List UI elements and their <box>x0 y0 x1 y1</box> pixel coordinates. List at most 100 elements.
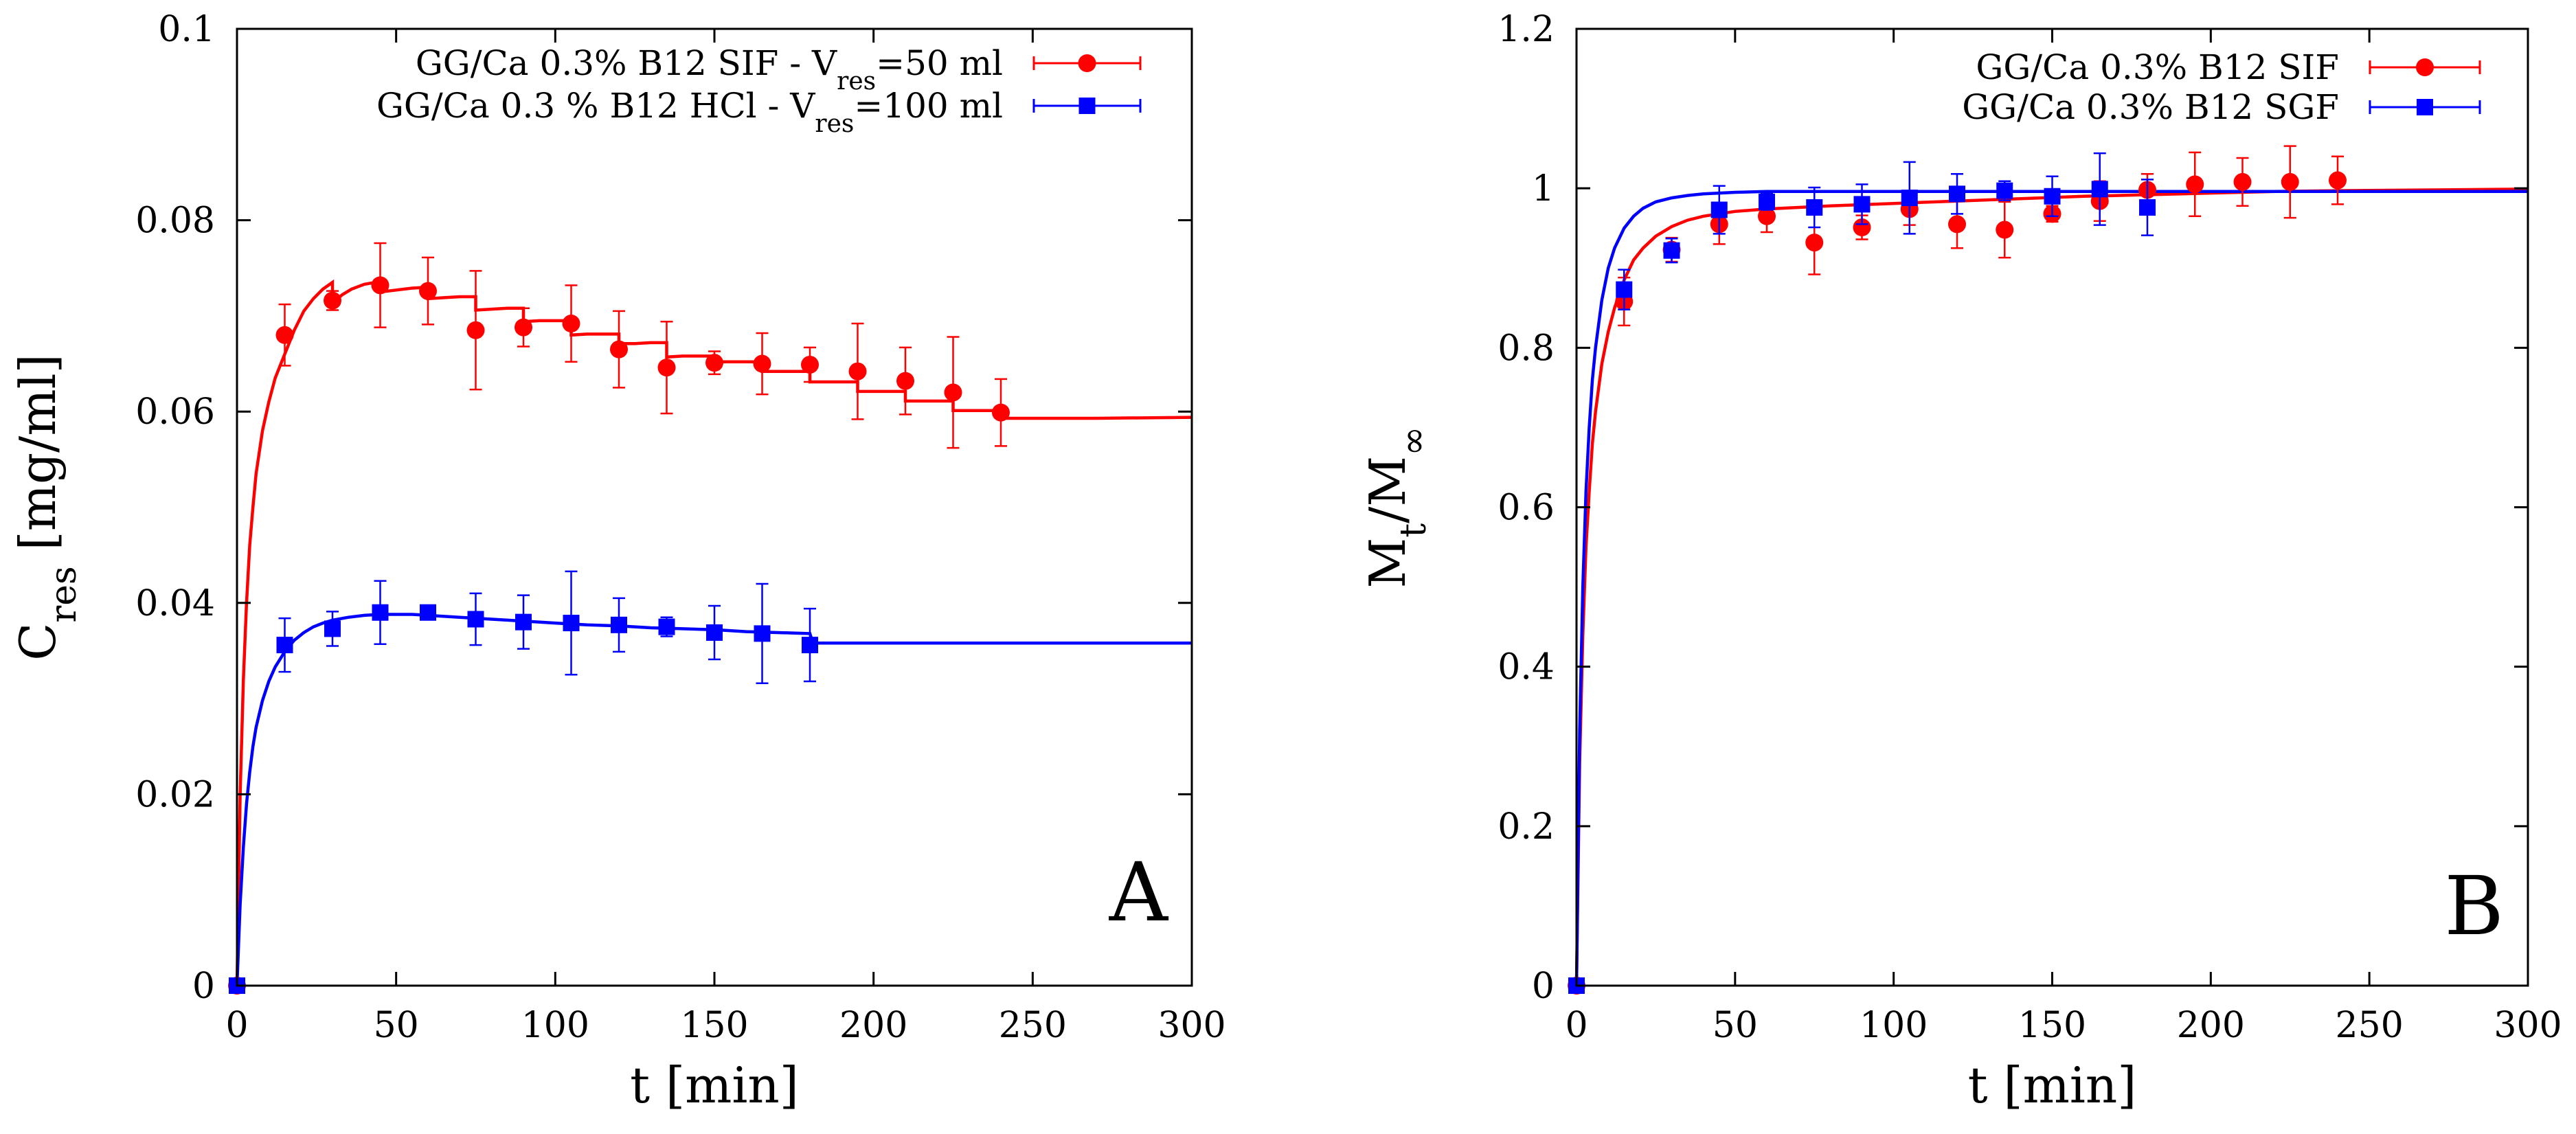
y-tick-label: 0.06 <box>135 392 215 433</box>
fit-line <box>235 279 1193 986</box>
data-series-b <box>1568 145 2347 995</box>
data-point <box>801 355 819 374</box>
y-axis-title-a: Cres [mg/ml] <box>9 354 84 660</box>
x-tick-label: 100 <box>521 1005 589 1046</box>
data-point <box>562 315 580 333</box>
fit-line <box>1574 190 2528 986</box>
legend-text: GG/Ca 0.3% B12 SIF - V <box>416 43 837 83</box>
x-tick-label: 200 <box>2177 1005 2245 1046</box>
x-tick-label: 50 <box>1713 1005 1758 1046</box>
chart-panel-b: 0 50 100 150 200 250 300 0 0.2 0.4 0.6 0.8 1 1.2 t [… <box>1359 9 2562 1114</box>
legend-label: GG/Ca 0.3% B12 SIF - Vres=50 ml <box>416 43 1003 95</box>
data-point <box>705 354 723 372</box>
x-tick-label: 50 <box>374 1005 419 1046</box>
y-tick-label: 0.2 <box>1498 806 1555 848</box>
data-point <box>1853 218 1871 237</box>
data-point <box>753 354 771 373</box>
data-point <box>2139 199 2156 216</box>
x-ticks-a: 0 50 100 150 200 250 300 <box>225 29 1226 1046</box>
data-point <box>896 372 914 390</box>
data-point <box>802 637 818 654</box>
data-point <box>2281 172 2299 191</box>
y-tick-label: 0 <box>1532 966 1555 1007</box>
panel-label-b: B <box>2444 859 2504 953</box>
data-point <box>275 326 294 344</box>
x-tick-label: 250 <box>999 1005 1067 1046</box>
x-tick-label: 300 <box>1157 1005 1225 1046</box>
data-point <box>657 359 676 377</box>
y-tick-label: 0.08 <box>135 201 215 242</box>
data-point <box>276 637 293 654</box>
fit-curves-b <box>1574 188 2529 986</box>
fit-line <box>1574 188 2529 986</box>
x-tick-label: 150 <box>2018 1005 2086 1046</box>
x-tick-label: 150 <box>680 1005 748 1046</box>
x-tick-label: 250 <box>2336 1005 2404 1046</box>
series-square <box>229 570 818 994</box>
legend-marker <box>2416 58 2434 76</box>
data-point <box>1616 281 1633 298</box>
legend-label: GG/Ca 0.3% B12 SGF <box>1962 87 2339 127</box>
data-point <box>1806 199 1823 216</box>
data-point <box>1996 220 2014 239</box>
legend-label: GG/Ca 0.3% B12 SIF <box>1976 47 2339 87</box>
data-point <box>324 620 341 637</box>
x-tick-label: 0 <box>225 1005 248 1046</box>
data-point <box>563 615 580 632</box>
data-point <box>1710 201 1728 218</box>
data-point <box>848 362 867 381</box>
legend-text: GG/Ca 0.3% B12 SIF <box>1976 47 2339 87</box>
x-axis-title-b: t [min] <box>1968 1056 2137 1114</box>
x-tick-label: 300 <box>2494 1005 2562 1046</box>
data-point <box>1805 234 1824 252</box>
data-point <box>754 625 771 642</box>
legend-marker <box>1078 54 1096 72</box>
chart-panel-a: 0 50 100 150 200 250 300 00.020.040.060.080.1 … <box>9 9 1226 1114</box>
data-point <box>466 321 485 339</box>
data-point <box>515 613 532 631</box>
data-point <box>611 616 627 633</box>
data-point <box>2091 181 2108 198</box>
x-tick-label: 200 <box>839 1005 907 1046</box>
y-ticks-a: 0 0.02 0.04 0.06 0.08 0.1 <box>135 9 1192 1007</box>
data-point <box>2233 172 2252 191</box>
data-point <box>1853 196 1871 213</box>
y-tick-label: 0.6 <box>1498 488 1555 529</box>
legend-marker <box>2417 99 2433 115</box>
data-point <box>1996 182 2013 199</box>
data-point <box>1663 242 1680 259</box>
y-tick-label: 1.2 <box>1498 9 1555 50</box>
data-point <box>1759 193 1775 210</box>
data-point <box>658 618 675 635</box>
series-square <box>1568 152 2156 994</box>
data-point <box>1758 207 1776 225</box>
data-point <box>2044 188 2061 205</box>
y-tick-label: 0.4 <box>1498 647 1555 688</box>
data-point <box>706 624 723 641</box>
data-point <box>944 383 962 402</box>
data-point <box>1949 185 1965 203</box>
data-point <box>324 291 341 310</box>
data-point <box>992 403 1010 422</box>
data-point <box>467 611 484 628</box>
legend-text: =100 ml <box>854 86 1003 126</box>
legend-text: GG/Ca 0.3% B12 SGF <box>1962 87 2339 127</box>
y-axis-title-b: Mt/M∞ <box>1359 427 1434 589</box>
y-tick-label: 0.1 <box>158 9 215 50</box>
legend-text: GG/Ca 0.3 % B12 HCl - V <box>376 86 815 126</box>
data-point <box>420 604 436 621</box>
y-tick-label: 1 <box>1532 168 1555 209</box>
legend-subscript: res <box>815 110 854 138</box>
legend-text: =50 ml <box>876 43 1003 83</box>
data-point <box>419 282 437 300</box>
y-tick-label: 0.8 <box>1498 328 1555 369</box>
legend-marker <box>1078 98 1096 114</box>
y-tick-label: 0.02 <box>135 774 215 815</box>
y-ticks-b: 0 0.2 0.4 0.6 0.8 1 1.2 <box>1498 9 2528 1007</box>
legend-label: GG/Ca 0.3 % B12 HCl - Vres=100 ml <box>376 86 1003 138</box>
data-point <box>372 604 389 621</box>
y-tick-label: 0 <box>192 966 215 1007</box>
